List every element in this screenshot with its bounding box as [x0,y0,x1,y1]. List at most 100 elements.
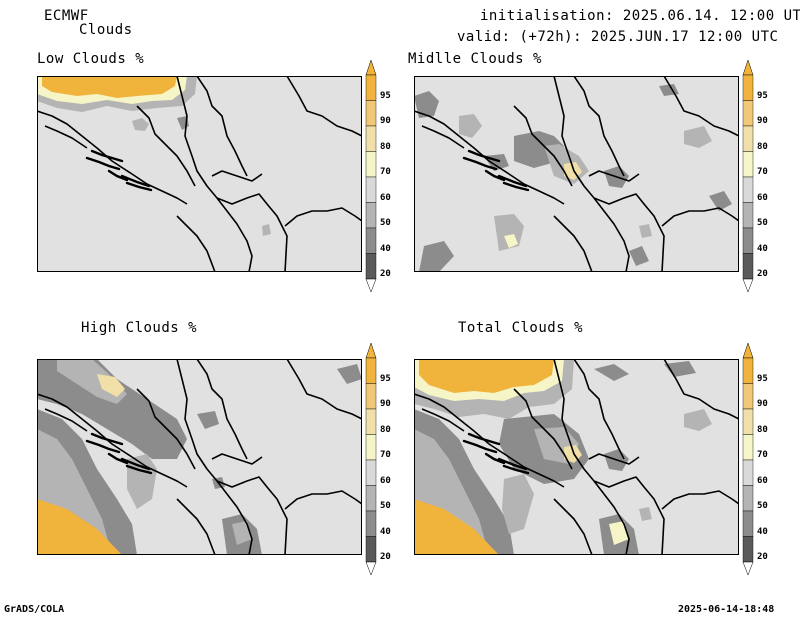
border-line [553,76,630,272]
colorbar-label: 50 [757,218,768,228]
island-outline [467,432,501,446]
colorbar-segment-60 [742,459,754,486]
colorbar-bottom-arrow [365,278,377,293]
colorbar-label: 60 [757,475,768,486]
colorbar-label: 20 [757,269,768,279]
border-line [513,105,573,187]
colorbar-label: 80 [380,141,391,152]
border-line [593,476,665,555]
border-line [573,359,625,460]
border-line [196,359,248,460]
colorbar-label: 20 [380,552,391,562]
colorbar-label: 90 [757,399,768,409]
country-borders [414,76,739,272]
island-outline [497,457,528,471]
border-line [37,393,188,488]
footer-timestamp: 2025-06-14-18:48 [678,604,775,615]
colorbar-graphic [742,342,754,576]
cloud-area [684,126,712,148]
cloud-cover-shading [37,76,271,236]
colorbar-label: 60 [380,475,391,486]
colorbar-label: 90 [380,399,391,409]
low-clouds-map [37,76,362,272]
colorbar-top-arrow [742,59,754,76]
island-outline [90,149,124,163]
colorbar-segment-80 [742,408,754,435]
island-outline [85,156,121,171]
total-clouds-map [414,359,739,555]
colorbar-label: 60 [380,192,391,203]
border-line [286,76,362,137]
map-frame [37,359,362,555]
colorbar-segment-95 [365,357,377,384]
border-line [661,490,739,510]
border-line [421,408,465,432]
colorbar-segment-90 [742,100,754,127]
border-line [216,476,288,555]
cloud-area [197,411,219,429]
colorbar-segment-90 [742,383,754,410]
island-outline [484,169,506,182]
map-frame [37,76,362,272]
border-line [136,388,196,470]
island-outline [120,457,151,471]
colorbar-segment-20 [742,253,754,280]
border-line [414,393,565,488]
cloud-area [337,364,362,384]
cloud-area [639,224,652,238]
colorbar-segment-40 [365,227,377,254]
island-outline [125,464,153,475]
colorbar-label: 95 [757,373,768,384]
valid-time: valid: (+72h): 2025.JUN.17 12:00 UTC [457,29,779,45]
cloud-area [709,191,732,211]
model-name: ECMWF [44,8,89,24]
border-line [553,215,593,272]
colorbar-segment-20 [365,536,377,563]
island-outline [497,174,528,188]
colorbar-label: 95 [757,90,768,101]
colorbar-graphic [742,59,754,293]
map-frame [414,359,739,555]
cloud-area [594,364,629,381]
colorbar-segment-95 [742,357,754,384]
panel-title-low: Low Clouds % [37,51,145,67]
colorbar-segment-95 [365,74,377,101]
border-line [588,453,640,465]
border-line [284,490,362,510]
colorbar-label: 70 [757,450,768,460]
coastal-islands [462,432,530,475]
map-graphic [414,359,739,555]
colorbar-bottom-left: 95 90 80 70 60 50 40 20 [364,342,404,576]
border-line [211,453,263,465]
border-line [421,125,465,149]
colorbar-segment-90 [365,383,377,410]
colorbar-segment-60 [365,176,377,203]
country-borders [37,76,362,272]
island-outline [502,181,530,192]
border-line [216,193,288,272]
colorbar-segment-20 [742,536,754,563]
colorbar-label: 40 [757,526,768,537]
colorbar-bottom-arrow [742,561,754,576]
colorbar-segment-60 [742,176,754,203]
border-line [414,110,565,205]
colorbar-segment-50 [742,485,754,512]
colorbar-segment-70 [365,434,377,461]
border-line [553,498,593,555]
colorbar-label: 95 [380,373,391,384]
border-line [593,193,665,272]
island-outline [90,432,124,446]
colorbar-label: 90 [757,116,768,126]
border-line [663,76,739,137]
cloud-area [629,246,649,266]
colorbar-segment-40 [742,227,754,254]
colorbar-segment-50 [365,485,377,512]
init-time: initialisation: 2025.06.14. 12:00 UTC [480,8,800,24]
island-outline [120,174,151,188]
colorbar-segment-70 [365,151,377,178]
colorbar-top-arrow [365,342,377,359]
map-frame [414,76,739,272]
cloud-area [97,374,125,397]
footer-software: GrADS/COLA [4,604,65,615]
cloud-area [37,359,187,459]
